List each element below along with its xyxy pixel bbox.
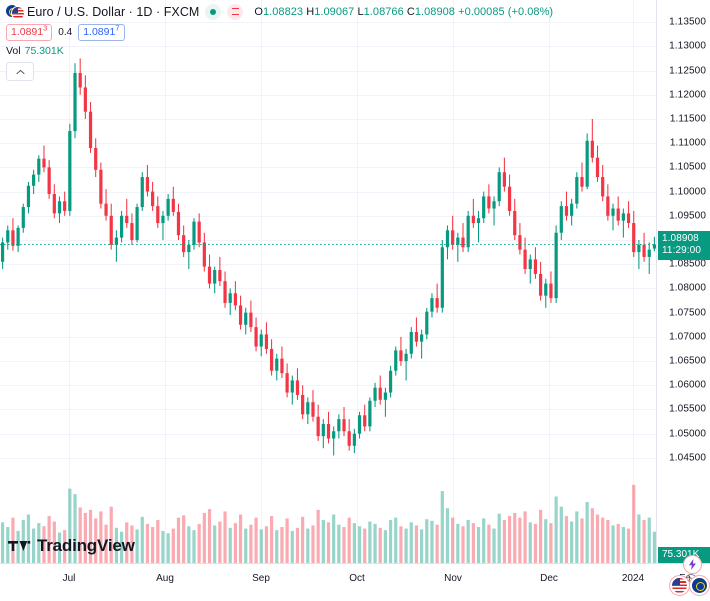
price-tick: 1.07000: [669, 331, 706, 343]
lightning-bolt-icon[interactable]: [683, 555, 702, 574]
time-tick: Aug: [156, 573, 174, 584]
current-price-badge[interactable]: 1.08908 11:29:00: [658, 231, 710, 261]
ohlc-change-percent: (+0.08%): [507, 5, 554, 18]
time-scale[interactable]: JulAugSepOctNovDec2024Fe: [0, 563, 710, 601]
price-tick: 1.13500: [669, 16, 706, 28]
price-tick: 1.12000: [669, 89, 706, 101]
price-tick: 1.10000: [669, 186, 706, 198]
price-tick: 1.04500: [669, 452, 706, 464]
ohlc-high-value: 1.09067: [314, 5, 355, 18]
time-tick: Dec: [540, 573, 558, 584]
price-tick: 1.06000: [669, 379, 706, 391]
quote-row: 1.08913 0.4 1.08917: [6, 24, 553, 41]
volume-bars: [0, 484, 657, 563]
chevron-up-icon: [15, 69, 25, 74]
time-tick: Oct: [349, 573, 365, 584]
current-price-line: [0, 243, 657, 245]
ohlc-open-value: 1.08823: [262, 5, 304, 18]
time-tick: Jul: [62, 573, 76, 584]
time-tick: Sep: [252, 573, 270, 584]
volume-legend-label: Vol: [6, 45, 21, 57]
time-tick: 2024: [621, 573, 645, 584]
spread-value: 0.4: [58, 27, 73, 38]
ohlc-close-label: C: [406, 5, 415, 18]
visibility-dot-icon[interactable]: [205, 3, 222, 20]
legend-title-row: Euro / U.S. Dollar · 1D · FXCM O1.08823 …: [6, 3, 553, 20]
ohlc-close-value: 1.08908: [414, 5, 455, 18]
bolt-glyph-icon: [689, 559, 696, 570]
settings-equals-icon[interactable]: [227, 3, 244, 20]
price-tick: 1.10500: [669, 161, 706, 173]
price-tick: 1.11000: [669, 137, 706, 149]
price-tick: 1.08500: [669, 258, 706, 270]
ask-price[interactable]: 1.08917: [78, 24, 125, 41]
time-tick: Nov: [444, 573, 462, 584]
ohlc-low-value: 1.08766: [363, 5, 404, 18]
chart-plot-area[interactable]: [0, 0, 657, 563]
price-tick: 1.09500: [669, 210, 706, 222]
tradingview-watermark: TradingView: [8, 536, 135, 556]
price-tick: 1.06500: [669, 355, 706, 367]
collapse-pane-button[interactable]: [6, 62, 34, 81]
current-price-time: 11:29:00: [662, 245, 701, 257]
volume-legend: Vol 75.301K: [6, 45, 553, 59]
tradingview-logo-icon: [8, 541, 31, 551]
volume-legend-value: 75.301K: [24, 45, 64, 57]
ohlc-values: O1.08823 H1.09067 L1.08766 C1.08908 +0.0…: [254, 6, 553, 18]
price-tick: 1.07500: [669, 307, 706, 319]
us-flag-icon: [11, 6, 25, 20]
price-tick: 1.13000: [669, 40, 706, 52]
eu-flag-icon[interactable]: [689, 575, 710, 596]
ohlc-high-label: H: [306, 5, 315, 18]
price-tick: 1.12500: [669, 65, 706, 77]
symbol-title[interactable]: Euro / U.S. Dollar · 1D · FXCM: [27, 4, 200, 19]
price-tick: 1.05000: [669, 428, 706, 440]
bid-price[interactable]: 1.08913: [6, 24, 53, 41]
candlestick-series: [0, 58, 657, 456]
chart-legend: Euro / U.S. Dollar · 1D · FXCM O1.08823 …: [6, 3, 553, 81]
current-price-value: 1.08908: [662, 233, 699, 245]
price-tick: 1.11500: [669, 113, 706, 125]
ohlc-low-label: L: [357, 5, 364, 18]
us-flag-icon[interactable]: [669, 575, 690, 596]
eu-us-flags-icon: [6, 5, 25, 20]
ohlc-open-label: O: [254, 5, 263, 18]
ohlc-change: +0.00085: [458, 5, 505, 18]
price-tick: 1.05500: [669, 403, 706, 415]
tradingview-watermark-text: TradingView: [37, 536, 135, 555]
price-tick: 1.08000: [669, 282, 706, 294]
price-scale[interactable]: 1.13500 1.13000 1.12500 1.12000 1.11500 1.110…: [656, 0, 710, 563]
